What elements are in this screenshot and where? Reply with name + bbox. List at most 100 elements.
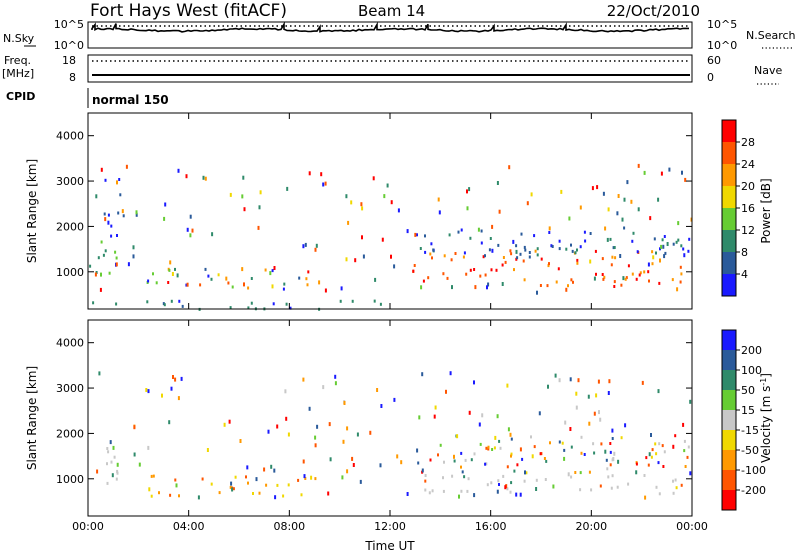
echo-cell	[276, 484, 278, 487]
echo-cell	[649, 452, 651, 456]
echo-cell	[562, 442, 564, 445]
echo-cell	[276, 425, 278, 429]
echo-cell	[559, 240, 561, 243]
echo-cell	[510, 491, 512, 494]
echo-cell	[480, 443, 482, 446]
echo-cell	[687, 250, 689, 253]
echo-cell	[350, 200, 352, 204]
echo-cell	[589, 471, 591, 474]
echo-cell	[353, 463, 355, 467]
echo-cell	[598, 380, 600, 384]
echo-cell	[524, 278, 526, 281]
echo-cell	[225, 277, 227, 281]
echo-cell	[510, 481, 512, 484]
echo-cell	[309, 407, 311, 411]
echo-cell	[463, 256, 465, 259]
echo-cell	[274, 266, 276, 270]
echo-cell	[555, 374, 557, 378]
colorbar-tick-label: 15	[741, 404, 755, 417]
echo-cell	[259, 205, 261, 209]
echo-cell	[387, 184, 389, 188]
echo-cell	[235, 476, 237, 479]
echo-cell	[596, 185, 598, 189]
colorbar-tick-label: -100	[741, 464, 766, 477]
colorbar-segment	[722, 390, 736, 410]
echo-cell	[636, 463, 638, 466]
echo-cell	[147, 446, 149, 450]
echo-cell	[265, 269, 267, 272]
echo-cell	[592, 442, 594, 445]
echo-cell	[672, 480, 674, 483]
echo-cell	[432, 489, 434, 492]
echo-cell	[644, 496, 646, 500]
echo-cell	[429, 253, 431, 256]
echo-cell	[510, 252, 512, 255]
echo-cell	[674, 434, 676, 437]
echo-cell	[92, 301, 94, 304]
colorbar-segment	[722, 410, 736, 430]
echo-cell	[252, 492, 254, 495]
echo-cell	[616, 211, 618, 215]
echo-cell	[407, 229, 409, 233]
echo-cell	[103, 254, 105, 257]
echo-cell	[442, 272, 444, 275]
echo-cell	[298, 277, 300, 280]
echo-cell	[207, 275, 209, 278]
echo-cell	[297, 479, 299, 482]
x-tick-label: 08:00	[273, 520, 305, 533]
echo-cell	[205, 268, 207, 271]
echo-cell	[664, 235, 666, 238]
echo-cell	[681, 171, 683, 175]
echo-cell	[672, 278, 674, 281]
echo-cell	[473, 380, 475, 384]
echo-cell	[559, 247, 561, 250]
echo-cell	[524, 480, 526, 483]
colorbar-tick-label: -15	[741, 424, 759, 437]
echo-cell	[414, 264, 416, 267]
echo-cell	[357, 433, 359, 437]
echo-cell	[676, 287, 678, 291]
echo-cell	[101, 168, 103, 172]
echo-cell	[637, 250, 639, 253]
echo-cell	[608, 379, 610, 383]
echo-cell	[241, 194, 243, 198]
echo-cell	[527, 201, 529, 205]
colorbar-segment	[722, 208, 736, 230]
echo-cell	[676, 241, 678, 244]
echo-cell	[658, 461, 660, 464]
echo-cell	[286, 187, 288, 191]
power-colorbar-label: Power [dB]	[759, 178, 773, 243]
echo-cell	[624, 198, 626, 202]
echo-cell	[89, 265, 91, 268]
echo-cell	[158, 491, 160, 494]
echo-cell	[511, 438, 513, 441]
echo-cell	[309, 171, 311, 175]
velocity-echo-field	[96, 371, 691, 499]
echo-cell	[232, 286, 234, 289]
echo-cell	[455, 252, 457, 255]
echo-cell	[302, 244, 304, 248]
echo-cell	[494, 446, 496, 449]
echo-cell	[363, 255, 365, 259]
echo-cell	[639, 274, 641, 277]
echo-cell	[656, 486, 658, 489]
echo-cell	[564, 421, 566, 425]
echo-cell	[346, 469, 348, 473]
echo-cell	[421, 372, 423, 376]
echo-cell	[430, 459, 432, 462]
echo-cell	[549, 441, 551, 444]
echo-cell	[473, 268, 475, 271]
echo-cell	[510, 455, 512, 458]
colorbar-tick-label: 16	[741, 202, 755, 215]
echo-cell	[314, 477, 316, 480]
echo-cell	[305, 277, 307, 280]
echo-cell	[318, 280, 320, 284]
echo-cell	[520, 447, 522, 451]
echo-cell	[233, 487, 235, 490]
echo-cell	[608, 391, 610, 395]
echo-cell	[443, 461, 445, 464]
echo-cell	[259, 492, 261, 495]
echo-cell	[664, 450, 666, 453]
echo-cell	[633, 232, 635, 235]
echo-cell	[565, 248, 567, 251]
